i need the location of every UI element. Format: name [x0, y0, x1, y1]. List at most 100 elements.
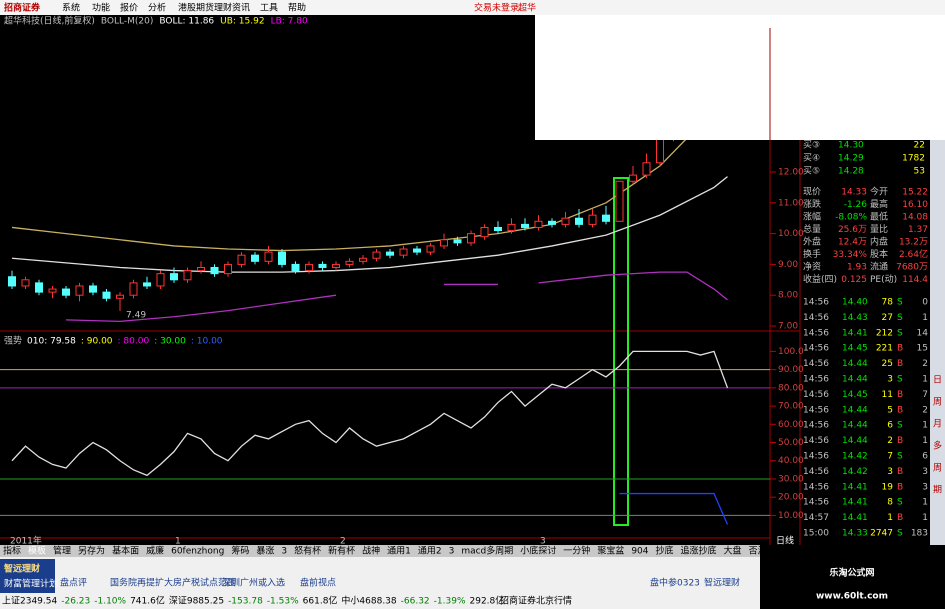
field-label: 最低 [870, 211, 888, 223]
candle-body [588, 214, 597, 225]
chart-header: BOLL: 11.86 [159, 17, 214, 27]
period-label: 日线 [776, 535, 794, 547]
candle-body [399, 248, 408, 256]
side-tab[interactable]: 周 [933, 397, 942, 408]
tick-time: 14:56 [803, 452, 829, 462]
tab[interactable]: 筹码 [231, 545, 249, 557]
field-value: 16.10 [902, 200, 928, 210]
candle-body [534, 220, 543, 228]
tab[interactable]: 3 [281, 547, 287, 557]
tick-volume: 27 [882, 313, 893, 323]
tab[interactable]: 通用1 [387, 546, 411, 557]
side-tab[interactable]: 月 [933, 419, 942, 430]
candle-body [156, 273, 165, 287]
tab[interactable]: 聚宝盆 [597, 545, 624, 557]
tab[interactable]: 另存为 [78, 545, 105, 557]
candle-body [656, 140, 664, 164]
tab[interactable]: 怒有杯 [294, 545, 321, 557]
tab[interactable]: macd多周期 [461, 545, 513, 557]
highlight-box [613, 177, 629, 526]
field-label: 量比 [870, 223, 888, 235]
tick-time: 14:56 [803, 482, 829, 492]
low-label: 7.49 [126, 310, 146, 320]
menu-item[interactable]: 资讯 [232, 3, 250, 14]
tab[interactable]: 904 [631, 547, 648, 557]
candle-body [35, 282, 43, 293]
tab[interactable]: 否源 [749, 546, 767, 557]
tab[interactable]: 60fenzhong [171, 547, 224, 557]
tick-volume: 5 [887, 405, 893, 415]
side-strip [930, 140, 945, 545]
tab[interactable]: 3 [449, 547, 455, 557]
tab[interactable]: 小底探讨 [520, 545, 556, 557]
tick-side: B [897, 344, 903, 354]
field-value: 13.2万 [899, 238, 928, 248]
book-label: 买⑤ [803, 166, 820, 177]
tab[interactable]: 新有杯 [328, 545, 355, 557]
tab[interactable]: 大盘 [724, 545, 742, 557]
book-price: 14.29 [838, 154, 864, 164]
status-item: 上证2349.54 [2, 596, 57, 607]
tab[interactable]: 威廉 [146, 545, 164, 557]
book-volume: 1782 [902, 154, 925, 164]
tick-price: 14.41 [842, 482, 868, 492]
menu-bar [0, 0, 945, 15]
news-item[interactable]: 国务院再提扩大房产税试点范围 [110, 577, 236, 589]
tick-volume: 19 [882, 482, 894, 492]
tick-side: S [897, 529, 903, 539]
menu-item[interactable]: 工具 [260, 3, 278, 14]
y-tick-label: 30.00 [778, 474, 804, 484]
status-item: 661.8亿 [303, 595, 338, 607]
candle-body [21, 279, 30, 287]
menu-item[interactable]: 帮助 [288, 2, 306, 14]
news-item[interactable]: 盘点评 [60, 577, 87, 589]
tick-time: 14:56 [803, 405, 829, 415]
menu-item[interactable]: 报价 [120, 2, 138, 14]
tab[interactable]: 追涨抄底 [681, 545, 717, 557]
candle-body [224, 263, 232, 275]
news-item[interactable]: 盘前视点 [300, 577, 336, 589]
osc-header: : 80.00 [118, 337, 150, 347]
side-tab[interactable]: 周 [933, 463, 942, 474]
tab[interactable]: 暴涨 [256, 546, 274, 557]
status-item: 深证9885.25 [169, 596, 224, 607]
tick-side: B [897, 359, 903, 369]
tab[interactable]: cdp [774, 547, 791, 557]
tab[interactable]: 战神 [362, 545, 380, 557]
tab[interactable]: 抄底 [656, 545, 674, 557]
menu-item[interactable]: 港股期货理财 [178, 2, 232, 14]
news-item[interactable]: 智远理财 [704, 577, 740, 589]
menu-item[interactable]: 分析 [148, 2, 166, 14]
side-tab[interactable]: 日 [933, 375, 942, 386]
tick-time: 14:56 [803, 498, 829, 508]
tab[interactable]: 管理 [53, 545, 71, 557]
tab[interactable]: 一分钟 [563, 545, 590, 557]
candle-body [251, 254, 259, 262]
tab[interactable]: 基本面 [112, 545, 139, 557]
side-tab[interactable]: 多 [933, 440, 942, 452]
status-item: 292.8亿 [470, 595, 505, 607]
y-tick-label: 20.00 [778, 493, 804, 503]
login-status[interactable]: 交易未登录 [474, 2, 519, 14]
side-tab[interactable]: 期 [933, 485, 942, 496]
candle-body [480, 226, 489, 238]
book-volume: 22 [914, 141, 925, 151]
tab[interactable]: 指标 [3, 545, 21, 557]
tick-count: 3 [922, 467, 928, 477]
tick-count: 2 [922, 405, 928, 415]
candle-body [548, 220, 556, 225]
tick-volume: 8 [887, 498, 893, 508]
news-item[interactable]: 深圳广州或入选 [222, 577, 285, 589]
tick-volume: 1 [887, 513, 893, 523]
tab[interactable]: 通用2 [418, 546, 442, 557]
tick-time: 14:56 [803, 328, 829, 338]
field-label: 股本 [870, 248, 888, 260]
candle-body [183, 270, 192, 281]
tick-price: 14.44 [842, 375, 868, 385]
news-item[interactable]: 盘中参0323 [650, 577, 700, 589]
tab[interactable]: 模板 [28, 545, 46, 557]
candle-body [642, 162, 651, 176]
menu-item[interactable]: 功能 [92, 2, 110, 14]
menu-item[interactable]: 系统 [62, 2, 80, 14]
candle-body [521, 223, 529, 228]
